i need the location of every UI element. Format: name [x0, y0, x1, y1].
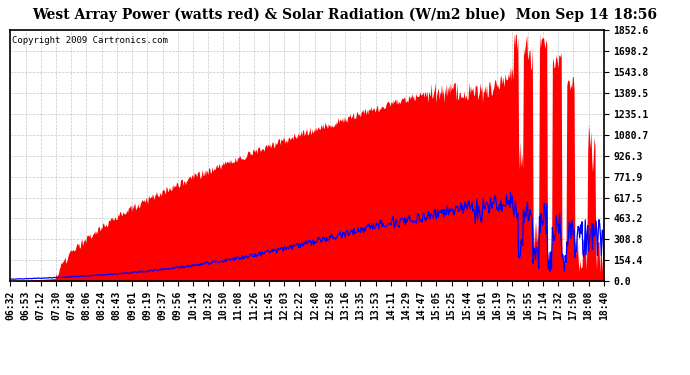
Text: West Array Power (watts red) & Solar Radiation (W/m2 blue)  Mon Sep 14 18:56: West Array Power (watts red) & Solar Rad…	[32, 8, 658, 22]
Text: Copyright 2009 Cartronics.com: Copyright 2009 Cartronics.com	[12, 36, 168, 45]
